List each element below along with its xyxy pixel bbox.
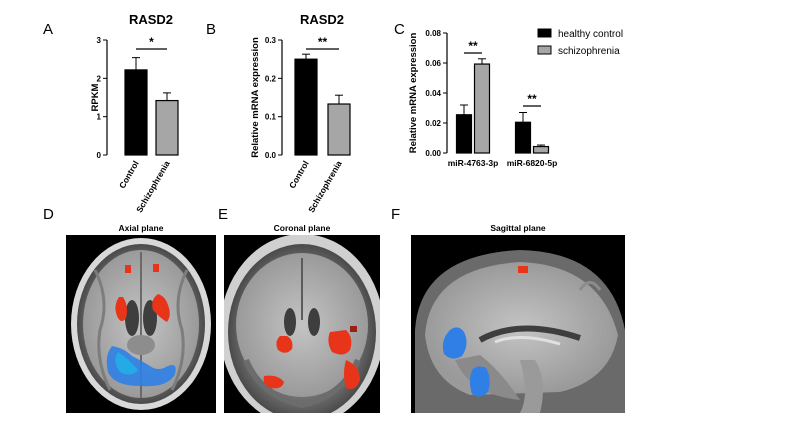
x-category-label: miR-6820-5p	[507, 158, 558, 168]
x-category-label: Schizophrenia	[306, 159, 344, 215]
activation-cluster-blue	[106, 346, 176, 387]
chart-b: 0.0 0.1 0.2 0.3 RASD2 Relative mRNA expressio…	[250, 12, 351, 215]
y-axis-label: RPKM	[90, 83, 101, 111]
bar	[532, 145, 550, 154]
legend-label: schizophrenia	[558, 46, 620, 57]
panel-label-a: A	[43, 21, 53, 38]
x-category-label: Control	[117, 159, 141, 190]
y-tick-label: 0.06	[425, 59, 441, 68]
axial-plane-title: Axial plane	[119, 223, 164, 233]
activation-cluster-red	[518, 266, 528, 273]
y-tick-label: 0.08	[425, 29, 441, 38]
legend-label: healthy control	[558, 29, 623, 40]
y-tick-label: 1	[97, 113, 102, 122]
y-axis-label: Relative mRNA expression	[250, 37, 261, 158]
activation-cluster-red	[115, 297, 127, 322]
legend-swatch	[537, 28, 552, 38]
bar	[455, 114, 473, 154]
y-tick-label: 0.0	[265, 151, 277, 160]
coronal-plane-title: Coronal plane	[274, 223, 331, 233]
activation-cluster-red	[344, 360, 360, 389]
bar	[327, 103, 351, 156]
y-axis-label: Relative mRNA expression	[408, 33, 419, 154]
activation-cluster-red	[328, 330, 352, 355]
coronal-brain-image	[224, 235, 380, 413]
significance-label: **	[318, 35, 328, 49]
legend-swatch	[537, 45, 552, 55]
significance-label: **	[468, 39, 478, 53]
panel-label-f: F	[391, 206, 400, 223]
x-category-label: Schizophrenia	[134, 159, 172, 215]
sagittal-plane-title: Sagittal plane	[490, 223, 546, 233]
chart-c: 0.00 0.02 0.04 0.06 0.08 Relative mRNA expres…	[408, 28, 623, 168]
y-tick-label: 0.02	[425, 119, 441, 128]
bar	[514, 121, 532, 154]
x-category-label: Control	[287, 159, 311, 190]
significance-label: **	[527, 92, 537, 106]
bar	[155, 99, 179, 156]
chart-title: RASD2	[129, 12, 173, 27]
y-tick-label: 0.04	[425, 89, 441, 98]
activation-cluster-blue	[442, 327, 467, 359]
bar	[294, 58, 318, 156]
panel-label-c: C	[394, 21, 405, 38]
axial-brain-image	[66, 235, 216, 413]
panel-label-b: B	[206, 21, 216, 38]
activation-cluster-blue	[470, 366, 490, 397]
y-tick-label: 0.1	[265, 113, 277, 122]
y-tick-label: 2	[97, 74, 102, 83]
significance-label: *	[149, 35, 154, 49]
y-tick-label: 0.3	[265, 36, 277, 45]
activation-cluster-red	[276, 336, 293, 353]
bar	[124, 69, 148, 156]
y-tick-label: 0.00	[425, 149, 441, 158]
bar	[473, 63, 491, 154]
x-category-label: miR-4763-3p	[448, 158, 499, 168]
y-tick-label: 3	[97, 36, 102, 45]
panel-label-d: D	[43, 206, 54, 223]
y-tick-label: 0	[97, 151, 102, 160]
chart-title: RASD2	[300, 12, 344, 27]
panel-label-e: E	[218, 206, 228, 223]
y-tick-label: 0.2	[265, 74, 277, 83]
activation-cluster-red	[263, 375, 284, 389]
sagittal-brain-image	[411, 235, 625, 413]
activation-cluster-red	[152, 294, 170, 322]
